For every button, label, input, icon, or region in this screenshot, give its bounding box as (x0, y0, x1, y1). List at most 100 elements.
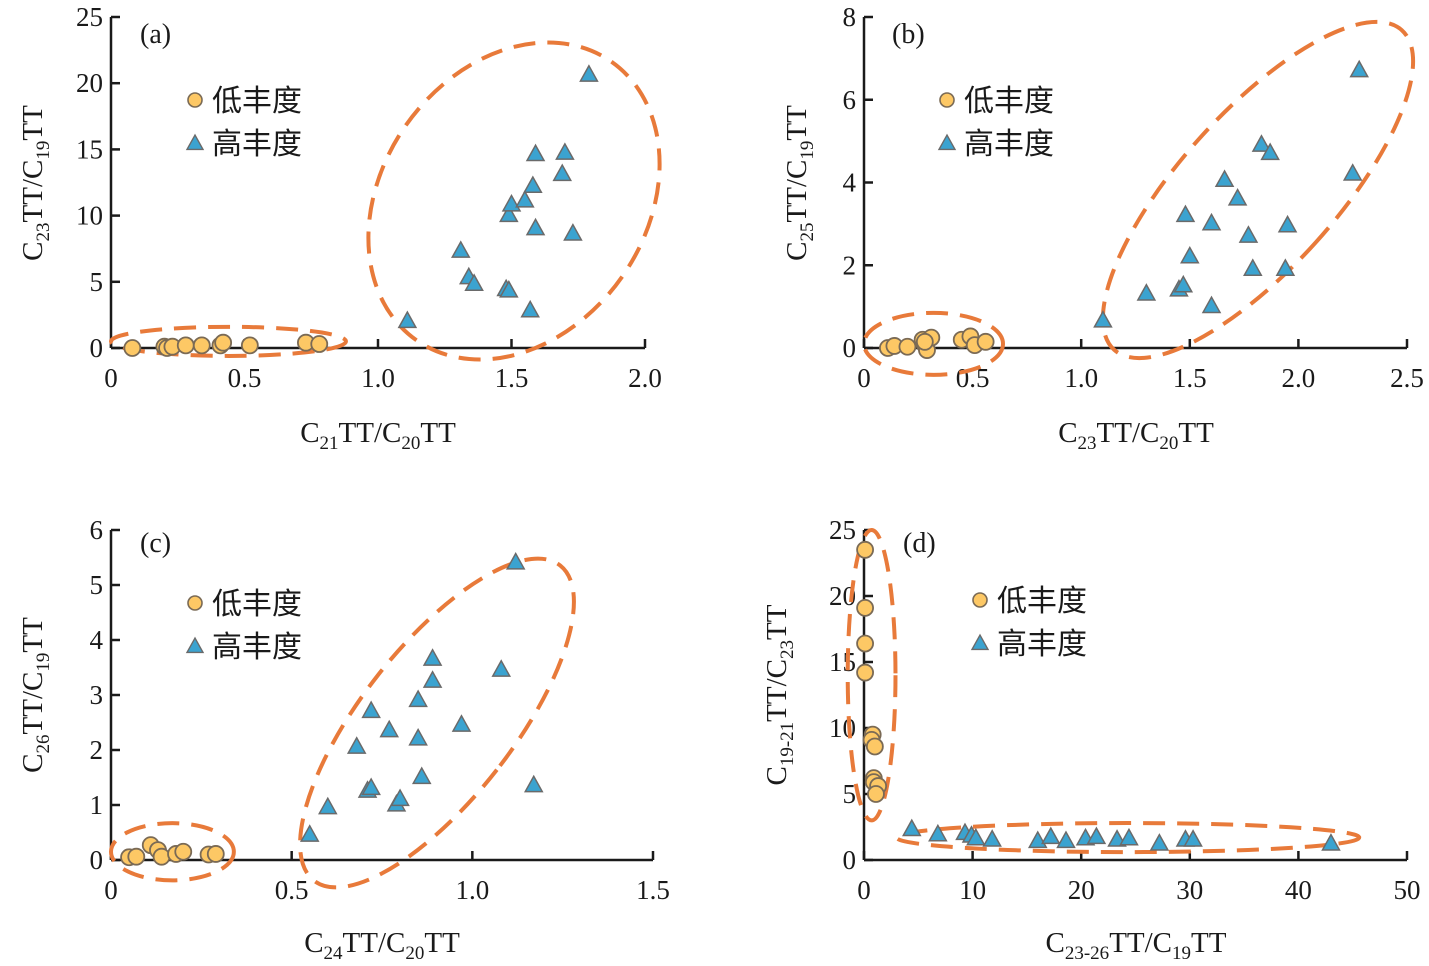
cluster-ellipse-high (894, 821, 1362, 855)
legend-label-high: 高丰度 (964, 127, 1054, 162)
x-axis-title: C23TT/C20TT (1058, 417, 1214, 454)
data-point-high (422, 670, 443, 688)
data-point-high (1201, 212, 1222, 231)
data-point-high (1214, 169, 1235, 187)
x-tick-label: 0 (104, 363, 118, 393)
data-point-high (525, 217, 546, 236)
data-point-low (152, 847, 171, 866)
y-axis-title: C19-21TT/C23TT (761, 604, 798, 785)
legend-marker-low (187, 92, 203, 108)
legend-marker-low (187, 595, 203, 611)
data-point-high (1243, 258, 1263, 276)
x-tick-label: 2.0 (628, 363, 662, 393)
y-tick-label: 8 (843, 2, 857, 32)
data-point-high (1173, 274, 1194, 293)
panel-label: (d) (903, 528, 936, 559)
data-point-low (127, 847, 146, 866)
data-point-low (176, 336, 195, 355)
panel-label: (a) (140, 19, 171, 50)
y-tick-label: 10 (76, 201, 103, 231)
data-point-low (214, 333, 233, 352)
data-point-high (1275, 258, 1296, 276)
data-point-high (1342, 163, 1363, 181)
y-tick-label: 15 (829, 647, 856, 677)
y-tick-label: 0 (843, 333, 857, 363)
data-point-high (299, 824, 320, 842)
data-point-high (1260, 142, 1280, 161)
legend-marker-high (937, 133, 957, 151)
y-tick-label: 15 (76, 134, 103, 164)
data-point-high (361, 777, 381, 796)
data-point-high (379, 719, 400, 738)
x-tick-label: 40 (1285, 875, 1312, 905)
data-point-high (1277, 214, 1298, 233)
y-tick-label: 4 (90, 625, 104, 655)
y-tick-label: 6 (843, 85, 857, 115)
panel-label: (b) (892, 19, 925, 50)
data-point-high (1321, 833, 1341, 851)
cluster-ellipse-high (366, 40, 662, 362)
x-tick-label: 0.5 (228, 363, 262, 393)
cluster-ellipse-high (298, 556, 576, 890)
data-point-high (1238, 225, 1259, 243)
panel-label: (c) (140, 528, 171, 559)
cluster-ellipse-low (862, 310, 1006, 377)
data-point-high (1349, 59, 1369, 78)
data-point-low (856, 634, 874, 653)
data-point-high (515, 190, 535, 208)
y-axis-title: C25TT/C19TT (781, 105, 818, 261)
data-point-high (525, 143, 546, 162)
x-tick-label: 2.0 (1282, 363, 1316, 393)
data-point-high (411, 766, 432, 785)
data-point-high (491, 659, 512, 677)
legend-marker-low (972, 592, 988, 608)
data-point-high (523, 175, 543, 194)
scatter-panel-a: 0 0.5 1.0 1.5 2.0 0 5 10 15 20 25 C21TT/C20TT C23TT/… (17, 2, 662, 454)
data-point-high (451, 714, 472, 732)
legend-label-high: 高丰度 (212, 127, 302, 162)
data-point-high (1119, 827, 1139, 846)
x-tick-label: 0 (104, 875, 118, 905)
x-axis-title: C23-26TT/C19TT (1046, 927, 1227, 964)
legend-marker-high (970, 633, 990, 651)
data-point-high (1180, 245, 1200, 264)
data-point-low (915, 332, 934, 351)
scatter-panel-c: 0 0.5 1.0 1.5 0 1 2 3 4 5 6 C24TT/C20TT C26TT/C19TT (… (17, 515, 670, 964)
x-tick-label: 1.5 (636, 875, 670, 905)
data-point-high (982, 829, 1002, 847)
cluster-ellipse-low (109, 821, 236, 883)
y-axis-title: C23TT/C19TT (17, 105, 54, 261)
data-point-low (856, 598, 874, 617)
x-tick-label: 1.5 (1173, 363, 1207, 393)
legend-label-low: 低丰度 (997, 584, 1087, 619)
y-tick-label: 5 (90, 267, 104, 297)
data-point-high (1175, 204, 1196, 223)
data-point-high (390, 788, 410, 807)
data-point-high (928, 823, 948, 842)
legend-label-high: 高丰度 (997, 627, 1087, 662)
y-tick-label: 6 (90, 515, 104, 545)
data-point-high (1086, 826, 1107, 845)
data-point-high (408, 727, 428, 746)
scatter-panel-b: 0 0.5 1.0 1.5 2.0 2.502468C23TT/C20TTC25TT/C1… (781, 2, 1424, 454)
legend-marker-low (939, 92, 955, 108)
y-tick-label: 20 (76, 68, 103, 98)
data-point-high (523, 774, 544, 793)
data-point-low (310, 335, 329, 353)
y-tick-label: 1 (90, 790, 104, 820)
y-tick-label: 5 (90, 570, 104, 600)
legend-label-low: 低丰度 (964, 84, 1054, 119)
data-point-high (563, 223, 583, 241)
data-point-high (505, 551, 526, 570)
data-point-high (552, 163, 573, 182)
y-tick-label: 0 (843, 845, 857, 875)
data-point-high (361, 700, 381, 719)
legend-marker-high (185, 133, 205, 151)
x-axis-title: C21TT/C20TT (300, 417, 456, 454)
data-point-high (902, 818, 922, 837)
data-point-high (1056, 830, 1076, 849)
data-point-high (450, 240, 471, 258)
data-point-high (1136, 283, 1157, 301)
data-point-high (579, 64, 599, 82)
